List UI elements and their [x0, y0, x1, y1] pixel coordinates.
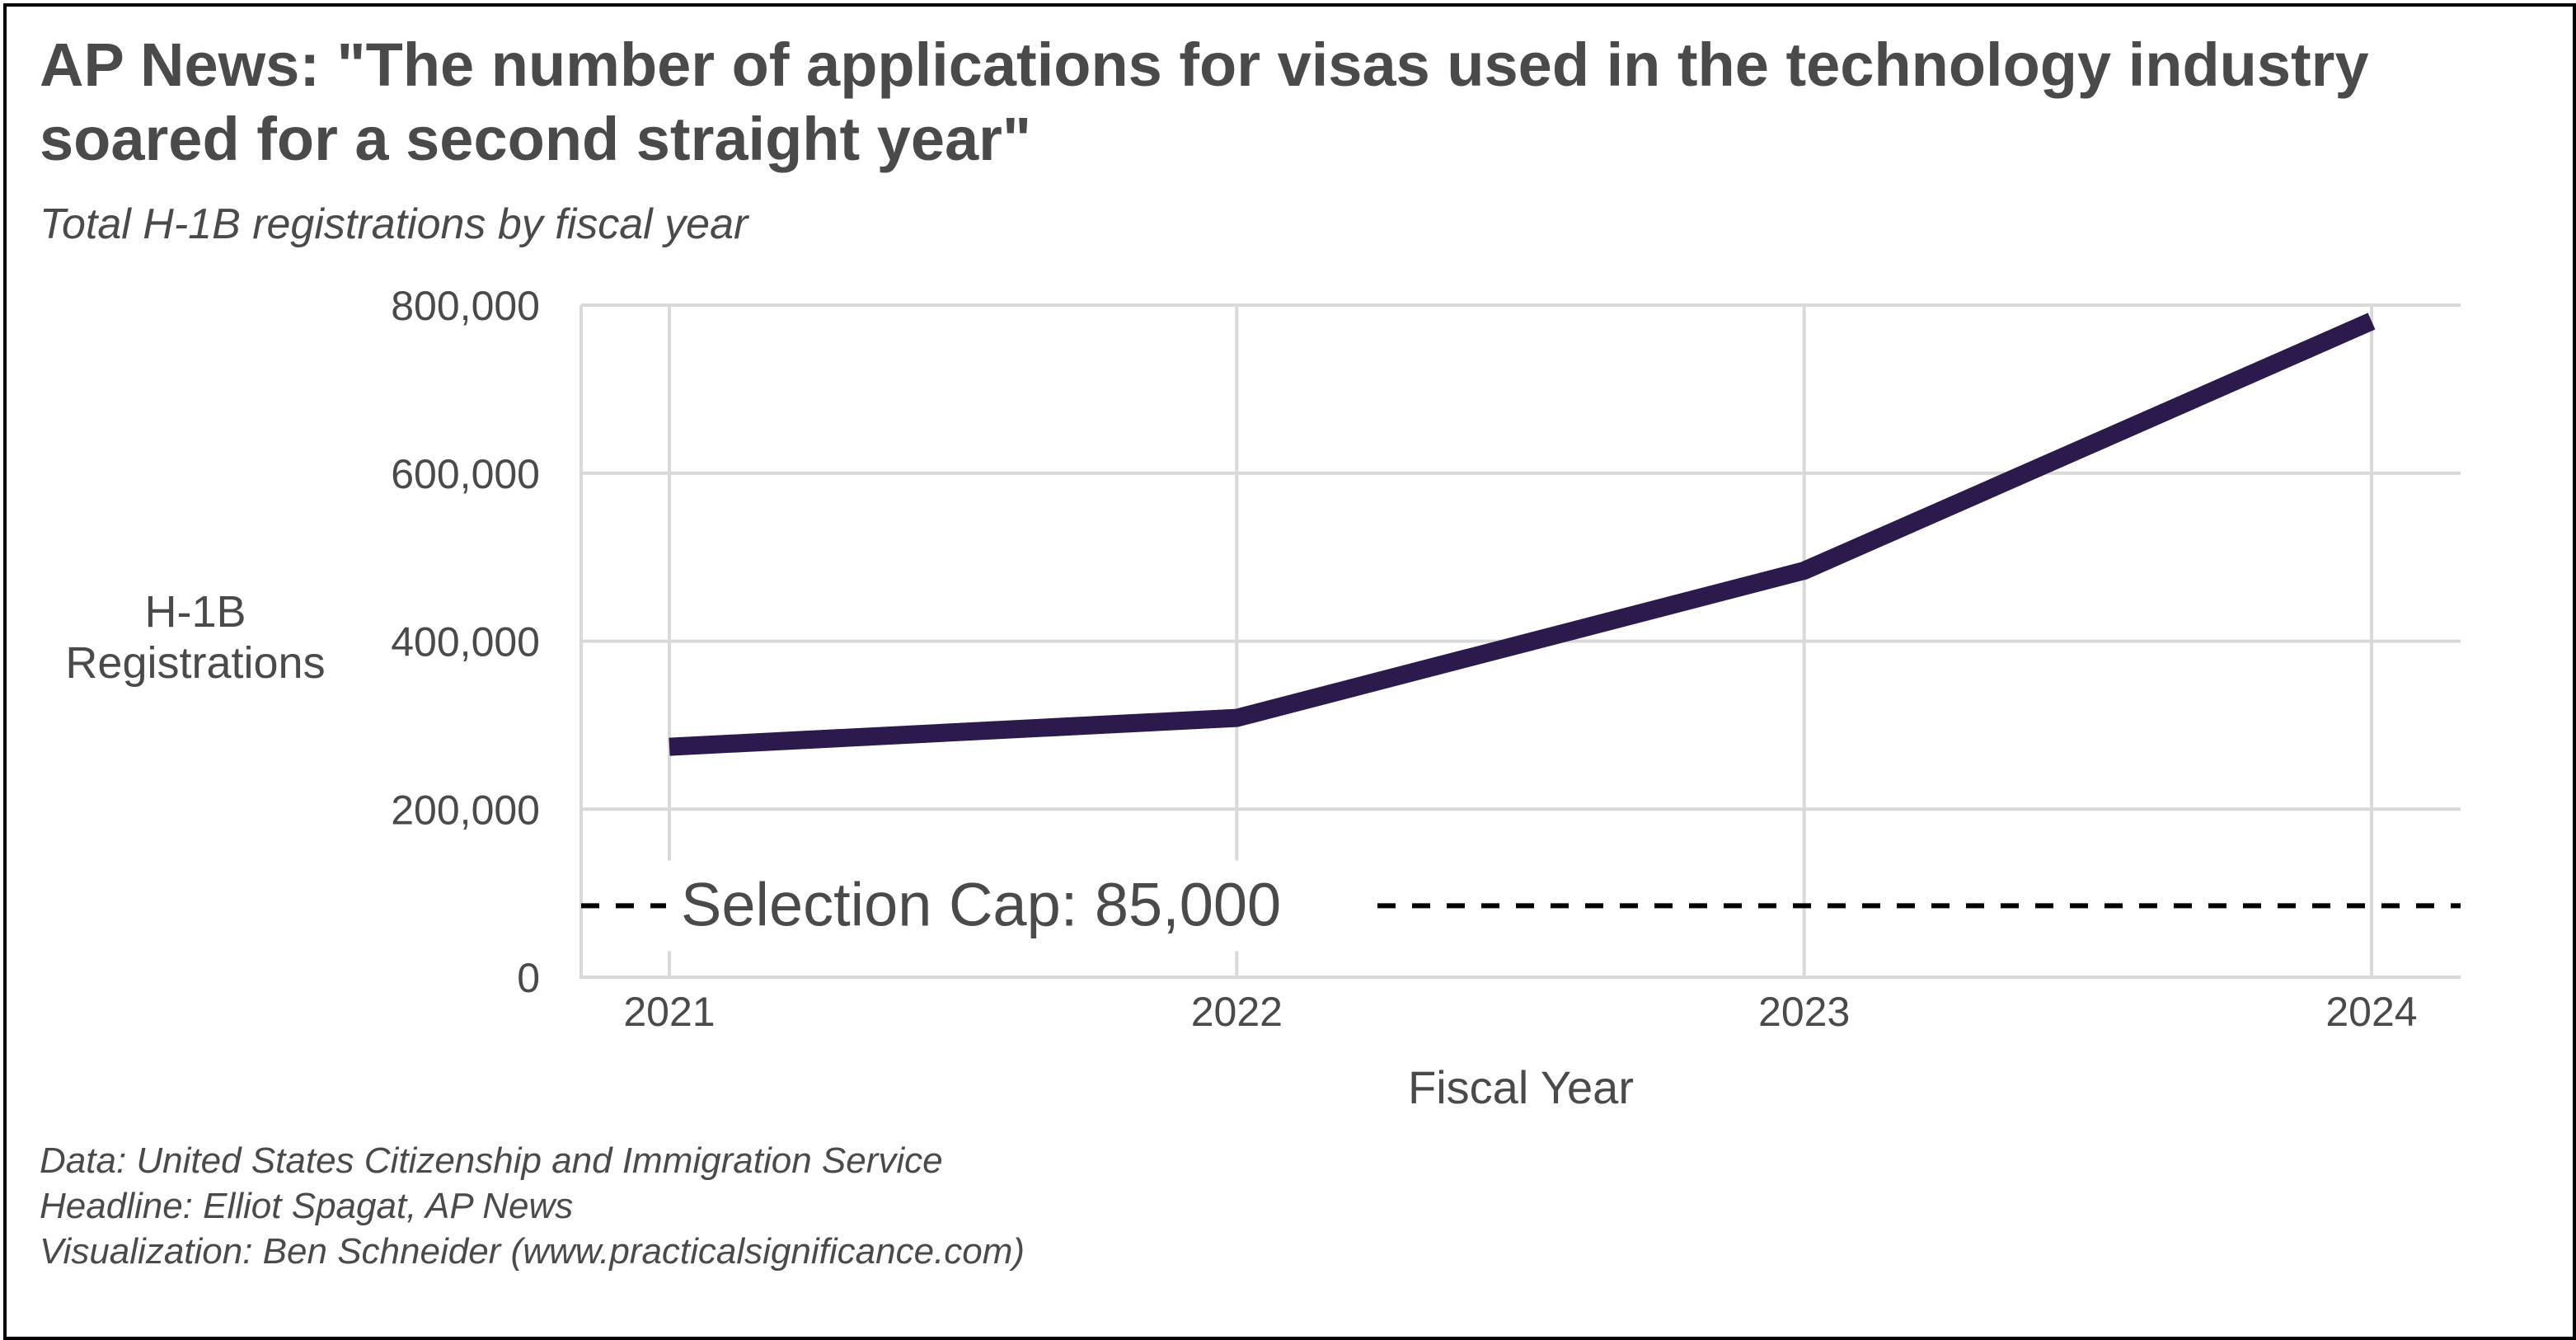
series-line-0	[669, 313, 2376, 756]
caption-headline-credit: Headline: Elliot Spagat, AP News	[40, 1186, 574, 1226]
x-tick-label-0: 2021	[623, 989, 715, 1035]
selection-cap-label: Selection Cap: 85,000	[681, 870, 1281, 938]
caption-visualization-credit: Visualization: Ben Schneider (www.practi…	[40, 1231, 1025, 1272]
x-axis-label: Fiscal Year	[1408, 1061, 1634, 1113]
chart-caption: Data: United States Citizenship and Immi…	[40, 1138, 1025, 1274]
y-tick-label-0: 0	[517, 955, 540, 1001]
y-tick-label-2: 400,000	[391, 619, 540, 665]
y-tick-label-3: 600,000	[391, 451, 540, 497]
x-tick-label-2: 2023	[1758, 989, 1850, 1035]
y-tick-label-1: 200,000	[391, 787, 540, 833]
selection-cap-label-background	[666, 860, 1375, 952]
x-tick-label-3: 2024	[2325, 989, 2417, 1035]
caption-data-source: Data: United States Citizenship and Immi…	[40, 1140, 943, 1181]
y-axis-label-line-2: Registrations	[65, 638, 325, 688]
chart-subtitle: Total H-1B registrations by fiscal year	[40, 200, 748, 248]
y-tick-label-4: 800,000	[391, 283, 540, 329]
chart-title: AP News: "The number of applications for…	[40, 31, 2369, 173]
x-tick-label-1: 2022	[1191, 989, 1283, 1035]
y-axis-label-line-1: H-1B	[144, 587, 246, 637]
chart-frame	[3, 3, 2576, 1340]
